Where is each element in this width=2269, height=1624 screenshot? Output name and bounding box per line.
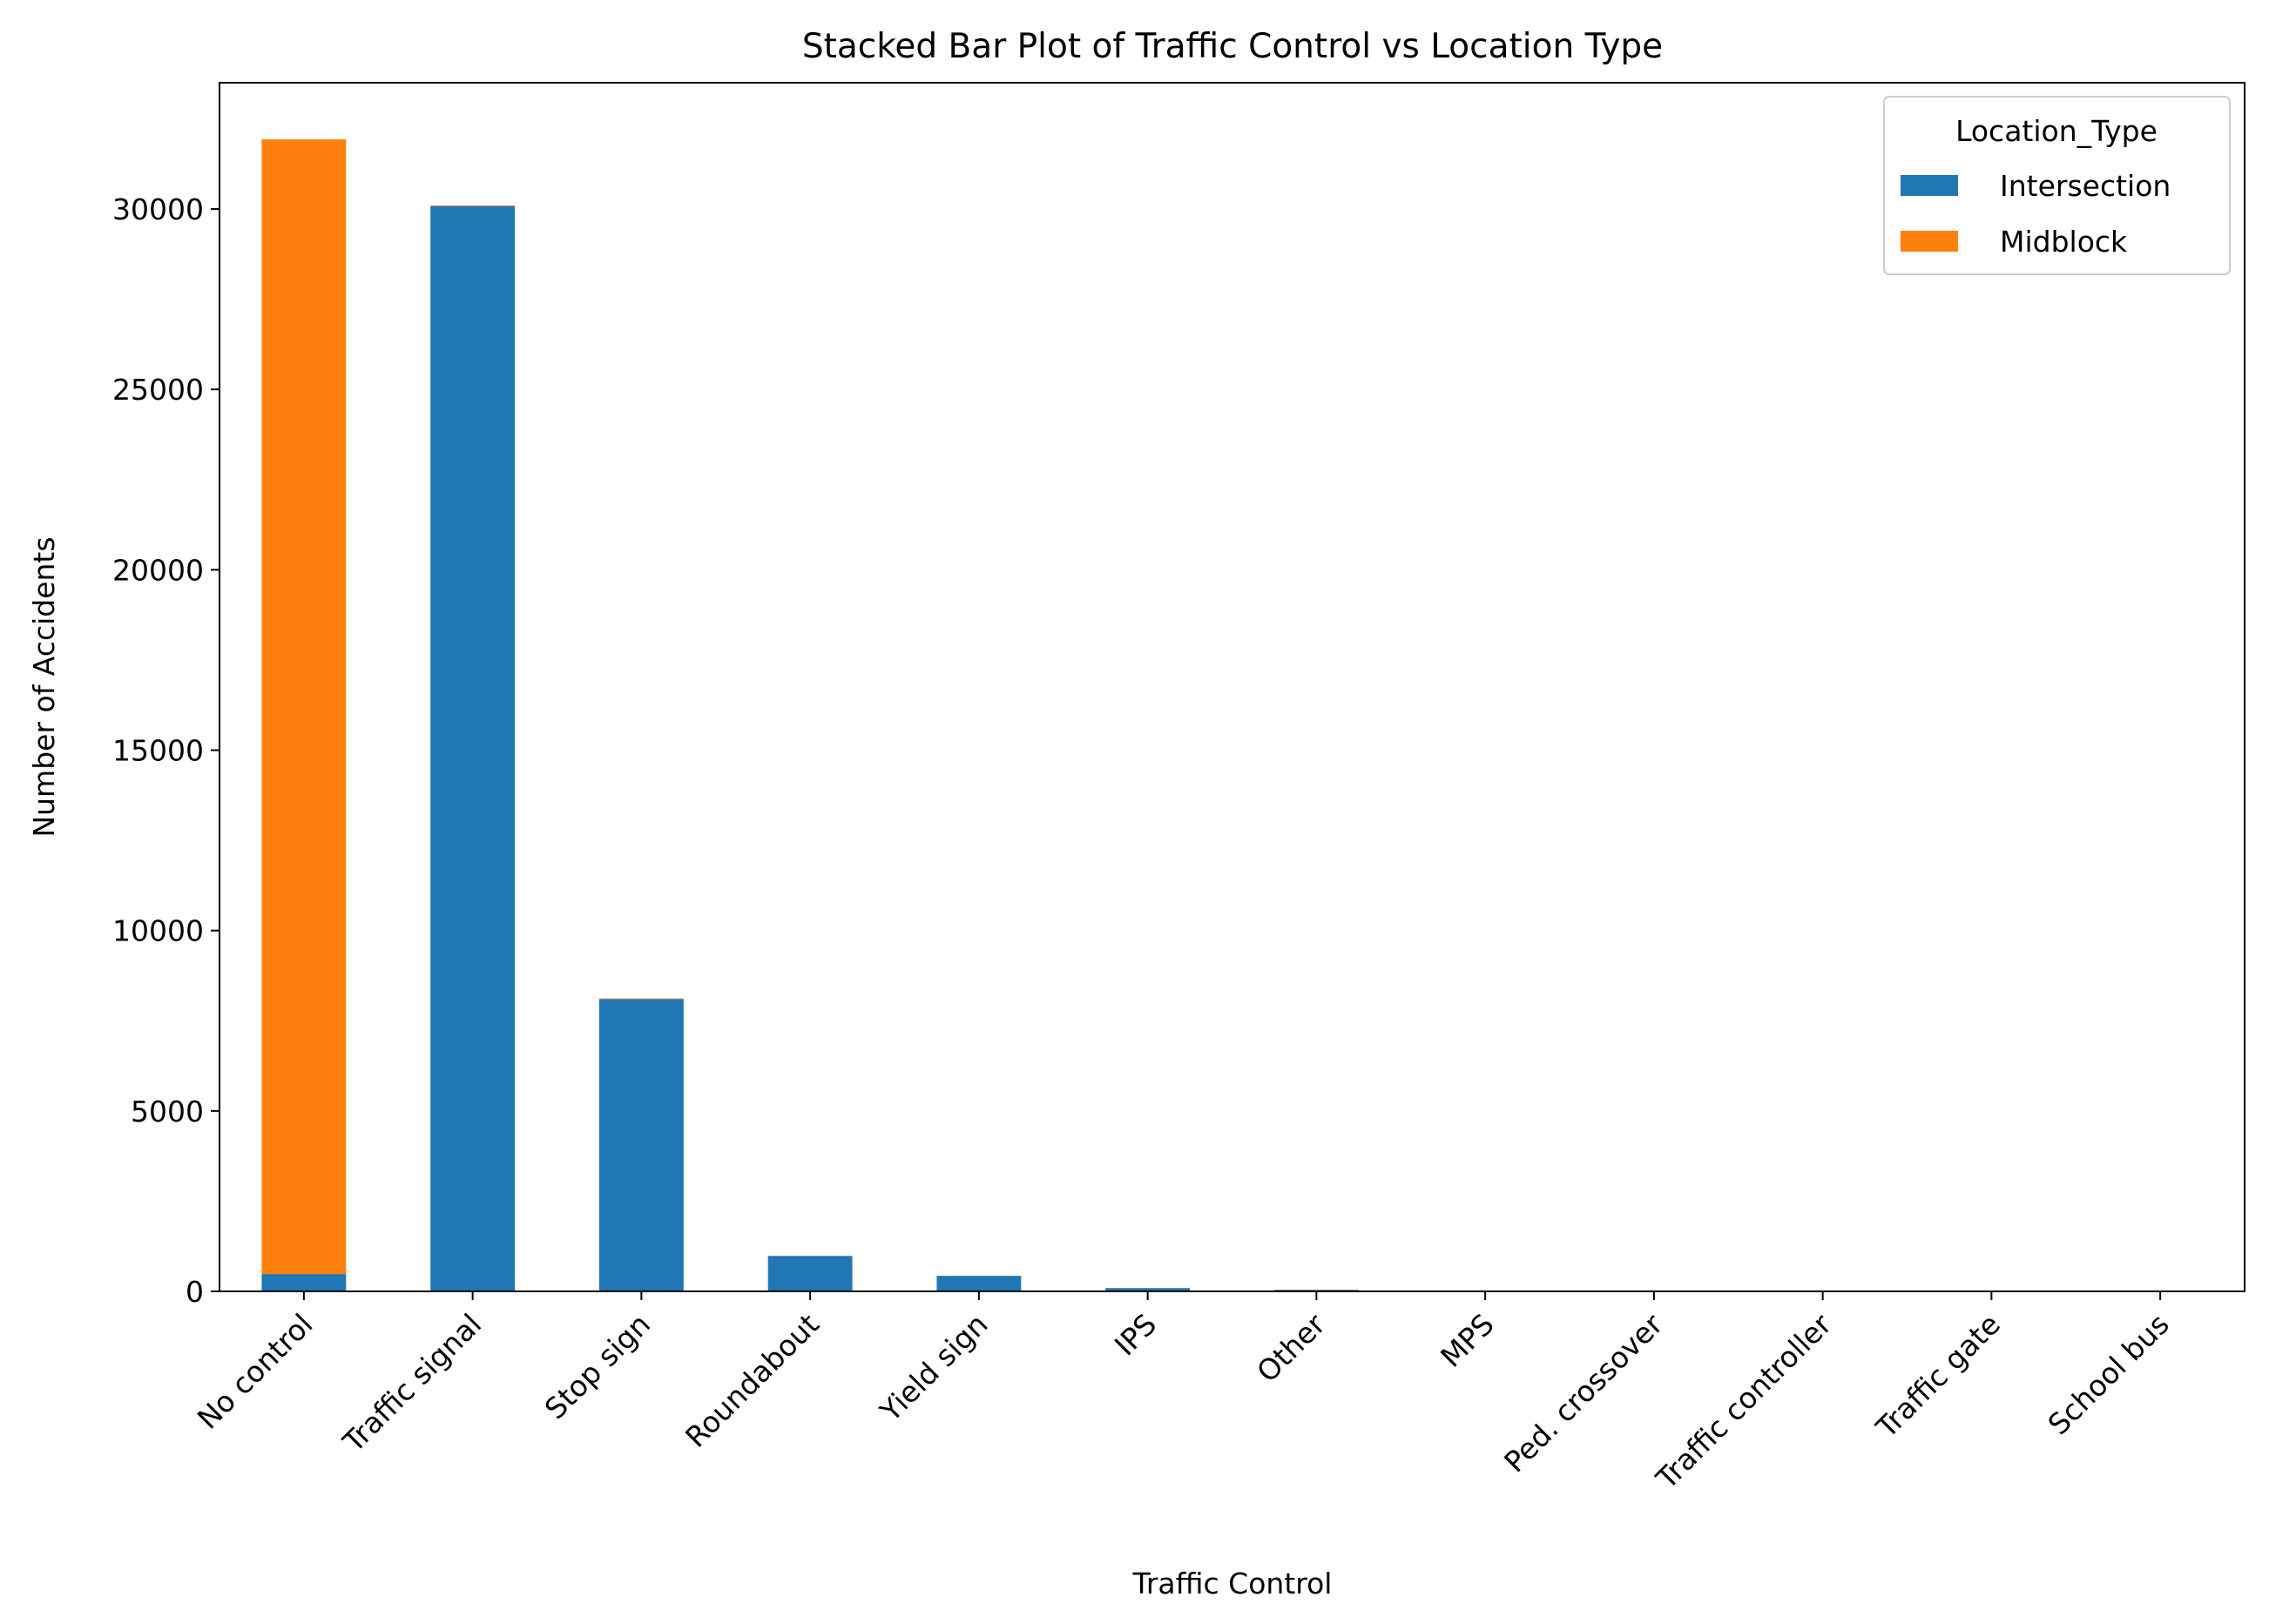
plot-frame [219, 82, 2245, 1292]
y-tick-label: 25000 [112, 373, 204, 407]
bar-midblock-0 [261, 139, 347, 1275]
x-axis-label: Traffic Control [1132, 1567, 1333, 1600]
y-axis-label: Number of Accidents [27, 536, 61, 837]
bar-intersection-0 [261, 1274, 347, 1291]
legend-items: Intersection Midblock [1901, 169, 2171, 259]
legend-swatch-intersection [1901, 175, 1958, 196]
legend-title: Location_Type [1955, 114, 2158, 148]
chart-title: Stacked Bar Plot of Traffic Control vs L… [802, 27, 1663, 66]
bar-intersection-1 [430, 206, 516, 1292]
y-axis: 0 5000 10000 15000 20000 25000 30000 [112, 192, 219, 1309]
y-tick-label: 15000 [112, 734, 204, 768]
y-tick-label: 20000 [112, 553, 204, 587]
y-tick-label: 10000 [112, 914, 204, 948]
legend-swatch-midblock [1901, 231, 1958, 252]
bar-intersection-2 [598, 999, 684, 1291]
bar-intersection-4 [936, 1276, 1022, 1291]
legend: Location_Type Intersection Midblock [1883, 96, 2231, 275]
bar-intersection-5 [1105, 1288, 1191, 1291]
y-tick-label: 0 [186, 1275, 204, 1309]
legend-label-midblock: Midblock [2000, 225, 2128, 259]
y-tick-label: 5000 [131, 1095, 204, 1129]
legend-label-intersection: Intersection [2000, 169, 2171, 203]
y-tick-label: 30000 [112, 192, 204, 226]
legend-frame [1883, 96, 2231, 275]
bar-midblock-2 [598, 998, 684, 1000]
bar-intersection-3 [767, 1256, 853, 1291]
bars-group [261, 139, 2203, 1292]
